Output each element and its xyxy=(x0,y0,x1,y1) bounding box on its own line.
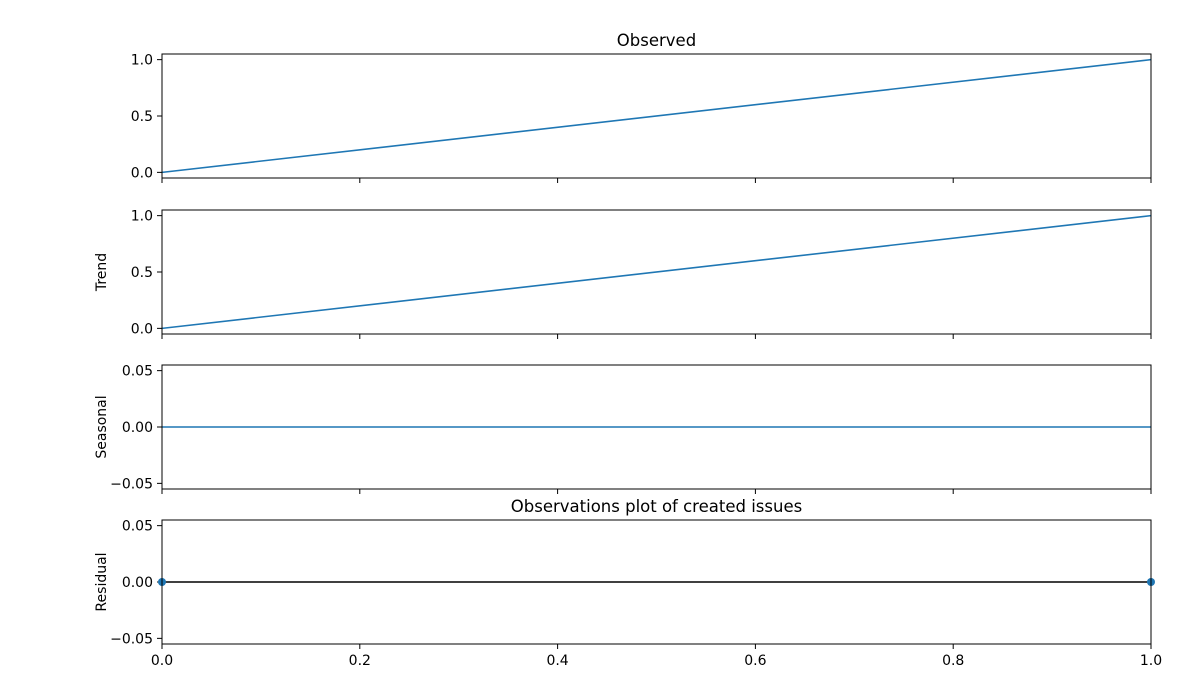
y-tick-label-seasonal-0: −0.05 xyxy=(110,476,153,492)
y-tick-label-residual-0: −0.05 xyxy=(110,631,153,647)
series-line-trend xyxy=(161,214,1152,330)
panel-seasonal: Seasonal −0.05 0.00 0.05 xyxy=(94,364,1152,494)
panel-trend: Trend 0.0 0.5 1.0 xyxy=(94,209,1152,339)
y-tick-label-observed-2: 1.0 xyxy=(131,53,153,69)
panel-observed: Observed 0.0 0.5 1.0 xyxy=(131,31,1152,183)
x-tick-label-4: 0.8 xyxy=(942,653,964,669)
series-line-observed xyxy=(161,58,1152,174)
x-tick-label-2: 0.4 xyxy=(546,653,568,669)
y-axis-label-residual: Residual xyxy=(94,552,110,611)
y-tick-label-residual-1: 0.00 xyxy=(122,575,153,591)
y-tick-label-trend-2: 1.0 xyxy=(131,209,153,225)
subplots: Observed 0.0 0.5 1.0 Trend 0.0 0.5 1.0 Seasonal −… xyxy=(94,31,1162,669)
panel-title-observed: Observed xyxy=(617,31,696,50)
y-tick-label-observed-0: 0.0 xyxy=(131,165,153,181)
axes-frame-seasonal xyxy=(161,364,1152,490)
x-tick-label-3: 0.6 xyxy=(744,653,766,669)
x-tick-label-0: 0.0 xyxy=(151,653,173,669)
y-tick-label-trend-1: 0.5 xyxy=(131,265,153,281)
panel-residual: Observations plot of created issues Resid… xyxy=(94,497,1162,669)
axes-frame-residual xyxy=(161,519,1152,645)
y-tick-label-residual-2: 0.05 xyxy=(122,519,153,535)
y-tick-label-observed-1: 0.5 xyxy=(131,109,153,125)
y-tick-label-seasonal-2: 0.05 xyxy=(122,364,153,380)
y-axis-label-seasonal: Seasonal xyxy=(94,395,110,458)
y-tick-label-trend-0: 0.0 xyxy=(131,321,153,337)
x-tick-label-1: 0.2 xyxy=(349,653,371,669)
panel-title-residual: Observations plot of created issues xyxy=(511,497,802,516)
axes-frame-observed xyxy=(161,53,1152,179)
axes-frame-trend xyxy=(161,209,1152,335)
y-tick-label-seasonal-1: 0.00 xyxy=(122,420,153,436)
x-tick-label-5: 1.0 xyxy=(1140,653,1162,669)
y-axis-label-trend: Trend xyxy=(94,253,110,292)
